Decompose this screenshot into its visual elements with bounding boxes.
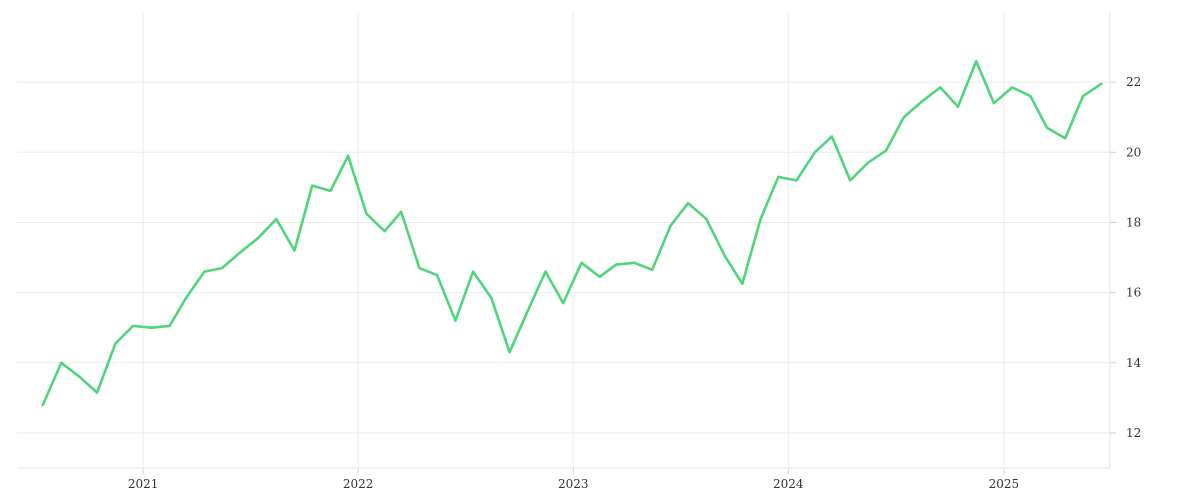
y-tick-label: 20 [1126, 145, 1141, 159]
y-tick-label: 18 [1126, 215, 1141, 229]
chart-axes [17, 12, 1116, 474]
series-layer [41, 59, 1103, 407]
x-tick-label: 2023 [558, 477, 589, 491]
y-tick-label: 12 [1126, 426, 1141, 440]
y-tick-label: 14 [1126, 356, 1142, 370]
x-tick-label: 2024 [773, 477, 804, 491]
y-tick-label: 16 [1126, 286, 1141, 300]
chart-grid [17, 12, 1110, 468]
x-tick-label: 2025 [989, 477, 1020, 491]
x-tick-label: 2022 [343, 477, 374, 491]
series-line [41, 59, 1103, 407]
x-tick-label: 2021 [128, 477, 159, 491]
y-tick-label: 22 [1126, 75, 1141, 89]
